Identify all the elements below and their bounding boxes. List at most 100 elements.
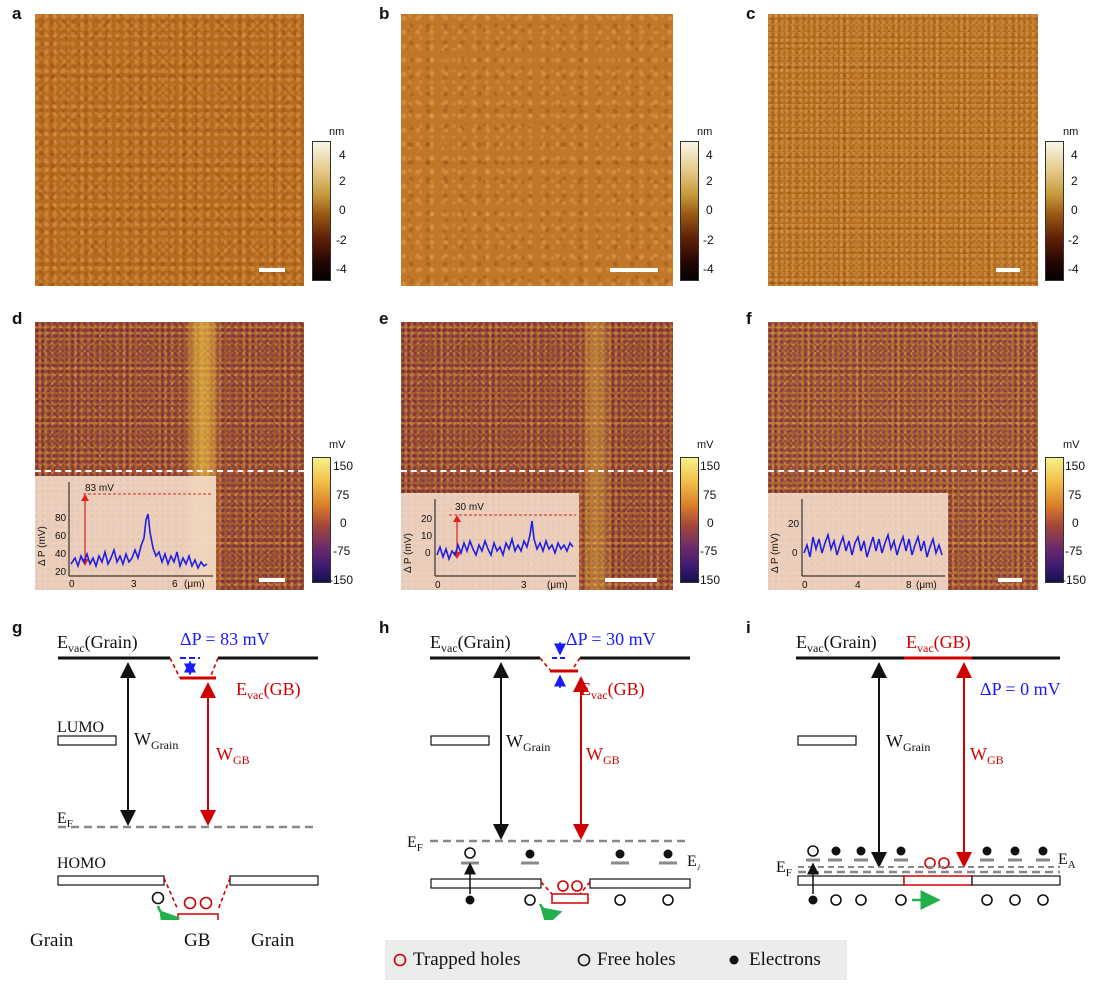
- inset-tick: 0: [435, 580, 441, 590]
- free-hole: [464, 847, 476, 859]
- free-hole-icon: [577, 953, 591, 967]
- band-diagram-g: Evac(Grain) ΔP = 83 mV Evac(GB) LUMO WGr…: [57, 629, 319, 920]
- inset-tick: 10: [421, 531, 433, 542]
- inset-tick: 0: [425, 548, 431, 559]
- panel-label-g: g: [12, 618, 23, 637]
- panel-label-f: f: [746, 309, 752, 328]
- bottom-label-gb: GB: [184, 930, 211, 951]
- evac-gb-label: Evac(GB): [580, 679, 645, 702]
- free-hole: [981, 894, 993, 906]
- band-diagram-i: Evac(Grain) Evac(GB) ΔP = 0 mV WGrain WG…: [776, 632, 1076, 910]
- line-profile-dashed: [35, 470, 304, 472]
- lumo-level: [797, 735, 857, 746]
- delta-p-label: ΔP = 30 mV: [566, 629, 656, 649]
- gb-homo-level: [551, 893, 589, 904]
- electron: [663, 849, 673, 859]
- panel-label-e: e: [379, 309, 389, 328]
- inset-x-unit: (μm): [916, 580, 937, 590]
- inset-annotation: 30 mV: [455, 502, 484, 513]
- electron: [525, 849, 535, 859]
- colorbar-tick: 4: [1071, 148, 1078, 162]
- electron: [831, 846, 841, 856]
- panel-label-b: b: [379, 4, 390, 23]
- w-gb-label: WGB: [216, 744, 250, 767]
- afm-image-c: [768, 14, 1038, 286]
- homo-level: [797, 875, 905, 886]
- colorbar-tick: -150: [1062, 573, 1087, 587]
- colorbar-tick: 4: [706, 148, 713, 162]
- line-profile-inset-d: Δ P (mV) 80 60 40 20 0 3 6 (μm) 83 mV: [35, 476, 216, 590]
- inset-tick: 40: [55, 549, 67, 560]
- inset-annotation: 83 mV: [85, 483, 114, 494]
- colorbar-tick: 150: [1065, 459, 1086, 473]
- colorbar-unit: nm: [1063, 126, 1079, 138]
- legend-free-holes: Free holes: [597, 949, 676, 970]
- grain-boundary-stripe: [581, 322, 611, 590]
- colorbar-gradient: [680, 141, 699, 281]
- line-profile-trace: [70, 513, 208, 570]
- homo-level: [57, 875, 165, 886]
- electron: [982, 846, 992, 856]
- homo-level: [430, 878, 542, 889]
- colorbar-tick: -150: [696, 573, 721, 587]
- legend: Trapped holes Free holes Electrons: [385, 940, 847, 980]
- free-hole: [807, 845, 819, 857]
- line-profile-plot: Δ P (mV) 20 0 0 4 8 (μm): [770, 499, 945, 591]
- evac-gb-label: Evac(GB): [236, 679, 301, 702]
- colorbar-gradient: [312, 141, 331, 281]
- afm-image-b: [401, 14, 673, 286]
- trapped-hole-icon: [393, 953, 407, 967]
- scale-bar-e: [605, 578, 657, 582]
- line-profile-dashed: [401, 470, 673, 472]
- homo-label: HOMO: [57, 855, 106, 872]
- inset-tick: 0: [802, 580, 808, 590]
- evac-grain-label: Evac(Grain): [430, 632, 511, 655]
- colorbar-tick: 150: [333, 459, 354, 473]
- w-gb-label: WGB: [970, 744, 1004, 767]
- inset-tick: 4: [855, 580, 861, 590]
- inset-tick: 80: [55, 513, 67, 524]
- colorbar-tick: 4: [339, 148, 346, 162]
- evac-grain-label: Evac(Grain): [57, 632, 138, 655]
- line-profile-inset-f: Δ P (mV) 20 0 0 4 8 (μm): [768, 493, 948, 591]
- colorbar-tick: -2: [336, 233, 347, 247]
- free-hole: [1037, 894, 1049, 906]
- inset-tick: 6: [172, 579, 178, 590]
- free-hole: [1009, 894, 1021, 906]
- delta-p-label: ΔP = 83 mV: [180, 629, 270, 649]
- band-diagram-h: Evac(Grain) ΔP = 30 mV Evac(GB) WGrain W…: [407, 629, 700, 920]
- scale-bar-d: [259, 578, 285, 582]
- colorbar-tick: 75: [336, 488, 350, 502]
- inset-tick: 0: [69, 579, 75, 590]
- colorbar-tick: 75: [1068, 488, 1082, 502]
- electron-icon: [729, 955, 739, 965]
- w-gb-label: WGB: [586, 744, 620, 767]
- inset-tick: 8: [906, 580, 912, 590]
- inset-tick: 20: [55, 567, 67, 578]
- ef-label: EF: [57, 810, 73, 830]
- line-profile-plot: Δ P (mV) 20 10 0 0 3 (μm) 30 mV: [403, 499, 576, 591]
- electron: [808, 895, 818, 905]
- ea-label: EA: [1058, 851, 1076, 871]
- electron: [856, 846, 866, 856]
- colorbar-tick: -75: [1065, 544, 1083, 558]
- colorbar-tick: 0: [340, 516, 347, 530]
- trapped-hole: [199, 896, 213, 910]
- colorbar-unit: mV: [329, 439, 346, 451]
- scale-bar-f: [998, 578, 1022, 582]
- gb-homo-level: [903, 875, 973, 886]
- colorbar-unit: mV: [1063, 439, 1080, 451]
- homo-level: [589, 878, 691, 889]
- line-profile-plot: Δ P (mV) 80 60 40 20 0 3 6 (μm) 83 mV: [37, 482, 213, 590]
- inset-x-unit: (μm): [547, 580, 568, 590]
- inset-tick: 0: [792, 548, 798, 559]
- colorbar-tick: -4: [336, 262, 347, 276]
- electron: [465, 895, 475, 905]
- homo-level: [229, 875, 319, 886]
- evac-gb-label: Evac(GB): [906, 632, 971, 655]
- bottom-label-grain: Grain: [251, 930, 295, 951]
- line-profile-dashed: [768, 470, 1038, 472]
- bottom-label-grain: Grain: [30, 930, 74, 951]
- electron: [896, 846, 906, 856]
- colorbar-tick: 0: [1071, 203, 1078, 217]
